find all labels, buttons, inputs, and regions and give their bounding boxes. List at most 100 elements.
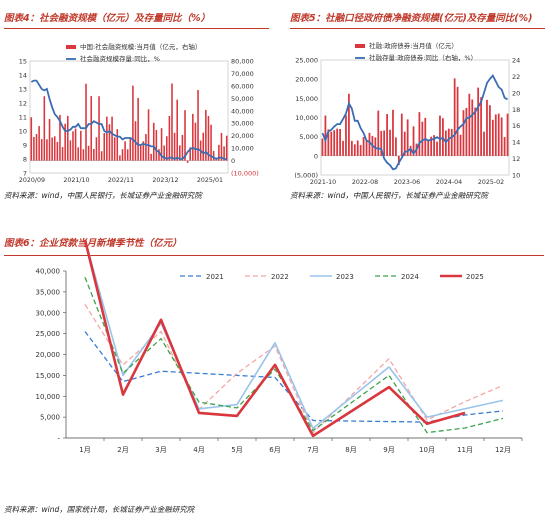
fig5-bar	[418, 112, 421, 156]
fig4-bar	[197, 89, 199, 161]
fig4-bar	[145, 134, 147, 161]
fig4-bar	[38, 126, 40, 161]
fig4-bar	[126, 149, 129, 161]
fig5-title-rule	[290, 28, 545, 29]
fig4-bar	[35, 134, 38, 161]
fig5-yleft-tick: 15,000	[295, 95, 318, 103]
fig4-yleft-tick: 12	[19, 100, 27, 108]
fig5-bar	[491, 119, 494, 156]
fig5-bar	[342, 140, 344, 156]
fig4-bar	[77, 147, 79, 161]
fig4-bar	[150, 153, 152, 161]
fig4-yleft-tick: 14	[19, 72, 27, 80]
fig4-x-tick: 2020/09	[19, 177, 45, 184]
fig4-bar	[192, 113, 194, 161]
fig6-series-2021	[84, 331, 504, 423]
fig5-bar	[456, 86, 459, 156]
fig5-bar	[333, 130, 336, 156]
fig5-bar	[494, 114, 497, 156]
fig4-plot-frame	[29, 60, 229, 174]
fig4-title: 图表4：社会融资规模（亿元）及存量同比（%）	[4, 13, 211, 24]
fig5-bar	[430, 136, 433, 156]
fig5-bar	[397, 155, 400, 166]
fig5-bar	[500, 117, 503, 156]
fig5-legend-swatch-bar	[355, 44, 365, 48]
fig4-yright-tick: 20,000	[231, 132, 254, 140]
fig5-bar	[433, 135, 435, 156]
fig4-bar	[163, 145, 165, 161]
fig6-title-rule	[4, 255, 544, 256]
fig6-x-tick: 6月	[269, 446, 280, 454]
fig4-chart: 7 8 9 10 11 12 13 14 15 (10,000) 0 10,000 20,000 30,0…	[19, 42, 259, 184]
fig4-bar	[106, 116, 108, 161]
fig5-bar	[436, 141, 438, 156]
fig5-bar	[403, 131, 406, 156]
fig4-bar	[139, 145, 142, 161]
fig6-x-tick: 3月	[155, 446, 166, 454]
fig6-x-tick: 9月	[383, 446, 394, 454]
fig5-title: 图表5：社融口径政府债净融资规模(亿元)及存量同比(%)	[290, 13, 533, 24]
fig6-title: 图表6：企业贷款当月新增季节性（亿元）	[4, 238, 182, 249]
fig6-x-tick: 2月	[117, 446, 128, 454]
fig5-chart: (5,000) 0 5,000 10,000 15,000 20,000 25,000 10 1…	[294, 41, 520, 186]
fig5-x-tick: 2021-10	[310, 179, 336, 186]
fig5-legend-label-bar: 社融:政府债券:当月值（亿元）	[369, 41, 458, 50]
fig4-yleft-tick: 13	[19, 86, 27, 94]
fig4-bar	[129, 137, 132, 161]
fig5-bar	[362, 137, 365, 156]
fig5-bar	[462, 110, 465, 156]
fig4-bar	[85, 83, 87, 161]
fig5-bar	[468, 93, 471, 156]
fig4-bar	[176, 99, 178, 161]
fig5-x-tick: 2022-08	[352, 179, 378, 186]
fig4-bar	[181, 134, 184, 161]
fig5-yleft-tick: 0	[314, 152, 318, 160]
fig6-series-2025	[83, 239, 466, 438]
fig4-bar	[173, 132, 176, 161]
fig5-yright-tick: 24	[512, 57, 520, 65]
fig6-y-tick: 35,000	[36, 288, 61, 296]
fig5-yright-tick: 12	[512, 155, 520, 163]
fig4-bar	[179, 145, 181, 161]
fig5-x-tick: 2023-06	[394, 179, 420, 186]
fig4-bar	[108, 124, 111, 161]
fig4-bar	[56, 141, 59, 161]
fig5-bar	[356, 140, 359, 156]
fig4-yright-tick: 70,000	[231, 70, 254, 78]
fig6-x-tick: 7月	[307, 446, 318, 454]
fig6-source: 资料来源：wind，国家统计局，长城证券产业金融研究院	[4, 505, 195, 514]
fig5-bar	[400, 113, 403, 156]
fig5-bar	[330, 131, 333, 156]
fig5-bar	[442, 118, 444, 156]
fig5-bar	[406, 119, 409, 156]
fig4-bar	[184, 110, 186, 161]
fig5-bar	[395, 137, 397, 156]
fig4-bar	[158, 149, 160, 161]
fig6-y-tick: 15,000	[36, 372, 61, 380]
fig4-bar	[171, 83, 173, 161]
fig4-bar	[90, 96, 93, 161]
fig4-bar	[87, 145, 90, 161]
fig4-yright-tick: 10,000	[231, 145, 254, 153]
fig5-bar	[392, 109, 394, 156]
fig4-bar	[95, 137, 98, 161]
fig4-bar	[103, 133, 106, 161]
fig5-bar	[383, 130, 386, 156]
fig4-bar	[69, 140, 72, 161]
fig5-yright-tick: 22	[512, 73, 520, 81]
fig6-y-tick: -	[57, 435, 60, 443]
fig5-bar	[497, 113, 500, 156]
fig4-bar	[33, 136, 35, 161]
fig4-yright-tick: 60,000	[231, 82, 254, 90]
fig6-series-2023	[84, 239, 504, 430]
fig6-legend-label-2022: 2022	[271, 273, 289, 281]
fig4-bar	[186, 160, 189, 163]
fig6-y-tick: 10,000	[36, 393, 61, 401]
fig6-x-tick: 11月	[457, 446, 473, 454]
fig4-bar	[147, 109, 150, 161]
fig6-y-tick: 25,000	[36, 330, 61, 338]
fig5-bar	[450, 129, 453, 156]
fig5-yleft-tick: 10,000	[295, 114, 318, 122]
fig4-bar	[93, 148, 95, 161]
fig4-legend-label-line: 社会融资规模存量:同比，%	[80, 54, 160, 63]
